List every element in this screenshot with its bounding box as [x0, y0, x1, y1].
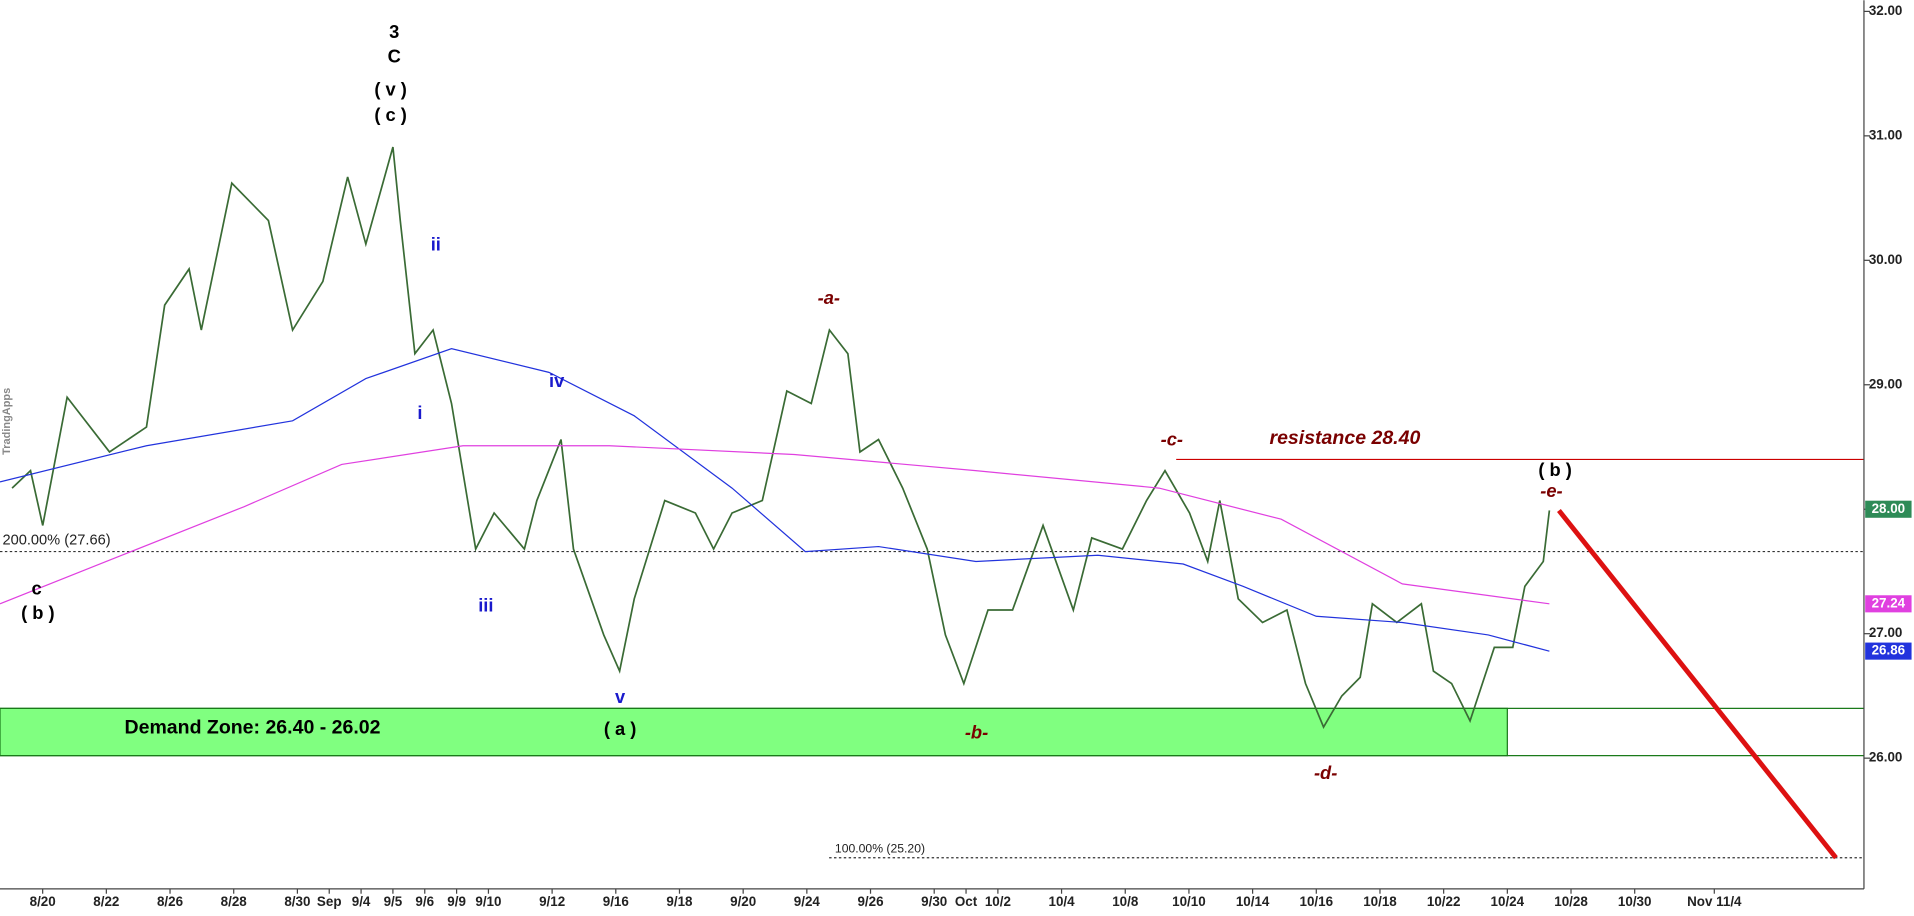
y-tick-label: 31.00 — [1869, 127, 1903, 142]
wave-label: ( c ) — [374, 104, 407, 125]
demand-zone — [0, 707, 1508, 757]
y-tick-label: 29.00 — [1869, 376, 1903, 391]
price-tag — [1865, 642, 1912, 660]
x-tick-label: 9/5 — [384, 894, 403, 909]
x-tick-label: 10/8 — [1112, 894, 1139, 909]
wave-label: -c- — [1161, 429, 1183, 450]
wave-label: 3 — [389, 21, 399, 42]
wave-label: v — [615, 686, 626, 707]
x-tick-label: 10/14 — [1236, 894, 1270, 909]
x-tick-label: Sep — [317, 894, 342, 909]
x-tick-label: 9/20 — [730, 894, 756, 909]
wave-label: ii — [431, 233, 441, 254]
x-tick-label: 10/4 — [1049, 894, 1076, 909]
x-tick-label: 9/30 — [921, 894, 947, 909]
wave-label: c — [32, 578, 42, 599]
x-tick-label: 8/20 — [30, 894, 56, 909]
wave-label: iv — [549, 370, 565, 391]
y-tick-label: 27.00 — [1869, 625, 1903, 640]
series-line — [11, 146, 1551, 730]
x-tick-label: 10/24 — [1491, 894, 1525, 909]
x-tick-label: 9/9 — [447, 894, 466, 909]
series-line — [0, 348, 1550, 652]
x-tick-label: 10/22 — [1427, 894, 1461, 909]
x-tick-label: 9/26 — [857, 894, 883, 909]
price-tag-label: 26.86 — [1872, 643, 1906, 658]
x-tick-label: 8/30 — [284, 894, 310, 909]
wave-label: iii — [478, 595, 493, 616]
x-tick-label: 9/6 — [415, 894, 434, 909]
wave-label: -d- — [1314, 762, 1337, 783]
wave-label: -a- — [818, 287, 840, 308]
level-label: 200.00% (27.66) — [2, 532, 110, 548]
wave-label: ( v ) — [374, 78, 407, 99]
wave-label: ( a ) — [604, 718, 637, 739]
x-tick-label: 10/30 — [1618, 894, 1652, 909]
x-tick-label: 9/10 — [475, 894, 501, 909]
wave-label: i — [417, 402, 422, 423]
x-tick-label: 9/24 — [794, 894, 821, 909]
y-tick-label: 32.00 — [1869, 3, 1903, 18]
x-tick-label: 10/10 — [1172, 894, 1206, 909]
price-tag — [1865, 500, 1912, 518]
x-tick-label: 10/16 — [1300, 894, 1334, 909]
price-tag — [1865, 595, 1912, 613]
y-tick-label: 30.00 — [1869, 252, 1903, 267]
x-tick-label: 9/16 — [603, 894, 629, 909]
x-tick-label: 9/4 — [352, 894, 371, 909]
price-tag-label: 28.00 — [1872, 501, 1906, 516]
level-label: resistance 28.40 — [1269, 427, 1420, 449]
wave-label: ( b ) — [1538, 459, 1572, 480]
wave-label: -b- — [965, 722, 988, 743]
price-tag-label: 27.24 — [1872, 595, 1906, 610]
x-tick-label: 10/18 — [1363, 894, 1397, 909]
x-tick-label: Nov 11/4 — [1687, 894, 1742, 909]
wave-label: TradingApps — [1, 388, 13, 455]
x-tick-label: Oct — [955, 894, 978, 909]
x-tick-label: 10/28 — [1554, 894, 1588, 909]
x-tick-label: 10/2 — [985, 894, 1011, 909]
x-tick-label: 9/18 — [666, 894, 693, 909]
x-tick-label: 8/26 — [157, 894, 183, 909]
zone-label: Demand Zone: 26.40 - 26.02 — [125, 717, 381, 739]
wave-label: ( b ) — [21, 602, 55, 623]
wave-label: -e- — [1540, 480, 1562, 501]
x-tick-label: 9/12 — [539, 894, 565, 909]
x-tick-label: 8/28 — [221, 894, 248, 909]
projection-line — [1557, 508, 1838, 860]
level-label: 100.00% (25.20) — [835, 841, 925, 855]
series-line — [0, 445, 1550, 605]
y-tick-label: 26.00 — [1869, 750, 1903, 765]
x-tick-label: 8/22 — [93, 894, 119, 909]
wave-label: C — [388, 45, 401, 66]
